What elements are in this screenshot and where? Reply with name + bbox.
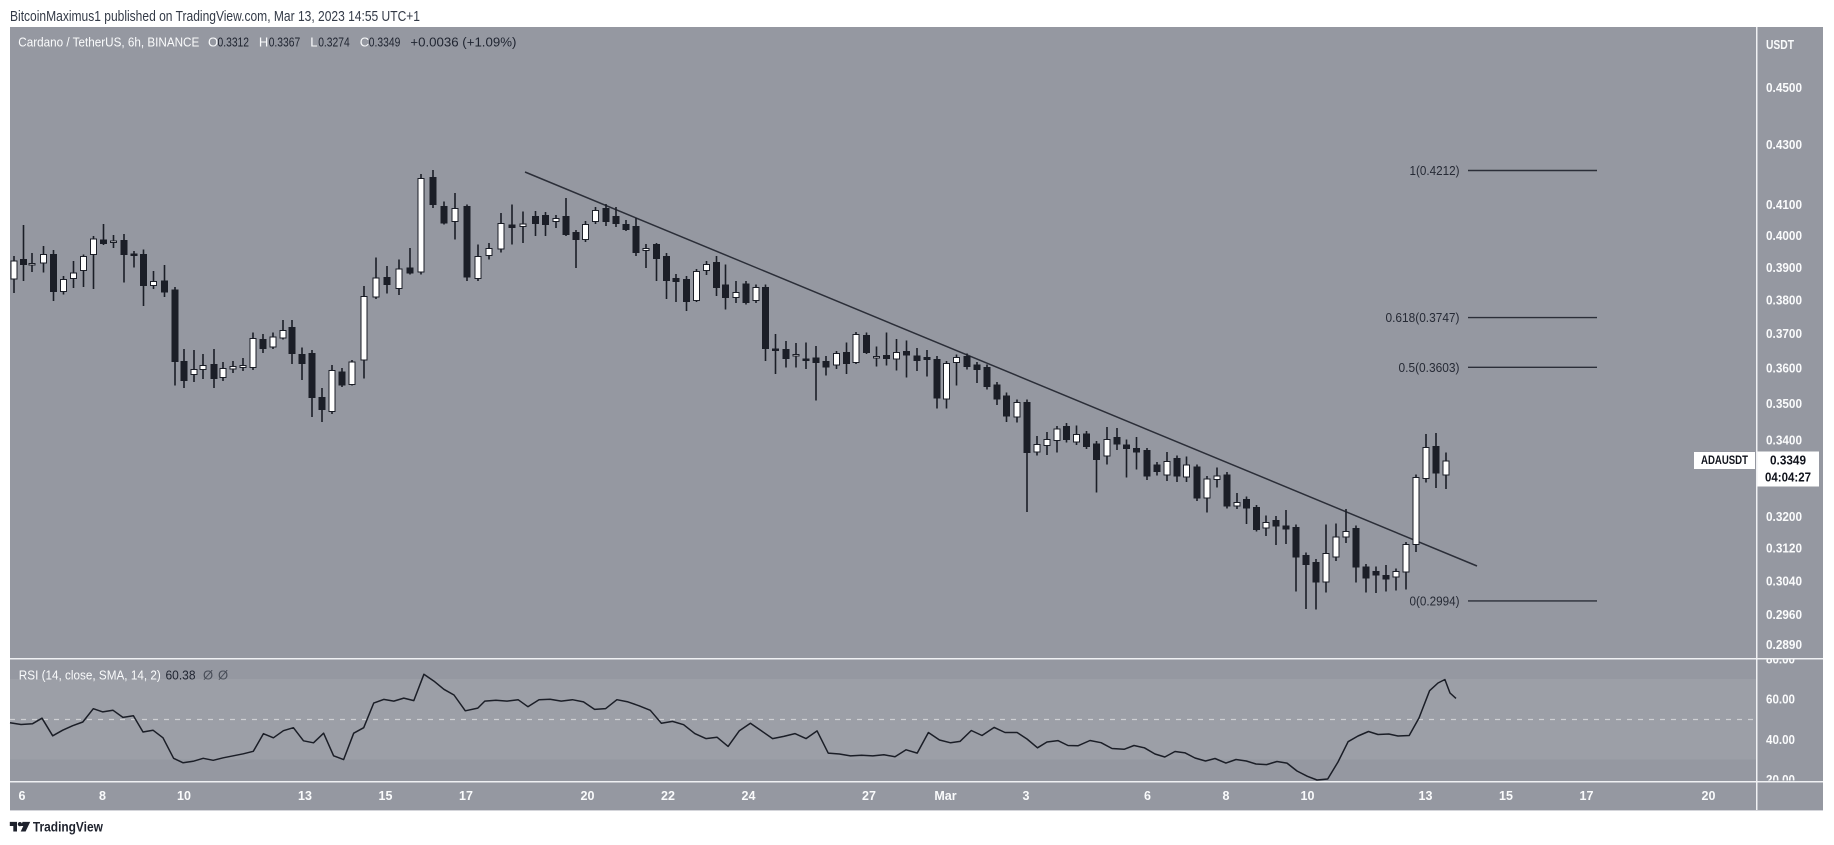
svg-text:0.3349: 0.3349	[1770, 454, 1806, 468]
svg-text:H: H	[259, 35, 268, 50]
svg-text:15: 15	[1499, 789, 1513, 803]
svg-text:80.00: 80.00	[1766, 653, 1795, 667]
svg-text:10: 10	[177, 789, 191, 803]
svg-text:O: O	[208, 35, 218, 50]
svg-text:17: 17	[459, 789, 473, 803]
svg-text:8: 8	[99, 789, 106, 803]
svg-text:10: 10	[1301, 789, 1315, 803]
svg-text:1(0.4212): 1(0.4212)	[1410, 164, 1460, 178]
svg-text:Cardano / TetherUS, 6h, BINANC: Cardano / TetherUS, 6h, BINANCE	[18, 35, 199, 50]
svg-text:22: 22	[661, 789, 675, 803]
svg-text:0.3400: 0.3400	[1766, 434, 1802, 448]
svg-text:0.3200: 0.3200	[1766, 510, 1802, 524]
svg-text:0.618(0.3747): 0.618(0.3747)	[1386, 311, 1460, 325]
svg-text:0.2890: 0.2890	[1766, 638, 1802, 652]
svg-text:C: C	[360, 35, 369, 50]
svg-text:17: 17	[1580, 789, 1594, 803]
svg-text:0.3700: 0.3700	[1766, 327, 1802, 341]
svg-text:L: L	[310, 35, 317, 50]
svg-text:20: 20	[1702, 789, 1716, 803]
svg-text:13: 13	[298, 789, 312, 803]
svg-text:TradingView: TradingView	[33, 820, 103, 835]
svg-text:60.38: 60.38	[166, 668, 196, 683]
svg-text:0.4500: 0.4500	[1766, 81, 1802, 95]
svg-text:13: 13	[1419, 789, 1433, 803]
svg-text:40.00: 40.00	[1766, 733, 1795, 747]
svg-text:0.3120: 0.3120	[1766, 542, 1802, 556]
svg-text:0.3274: 0.3274	[318, 35, 350, 50]
svg-text:BitcoinMaximus1 published on T: BitcoinMaximus1 published on TradingView…	[10, 8, 420, 25]
svg-text:6: 6	[1144, 789, 1151, 803]
svg-text:0.3600: 0.3600	[1766, 362, 1802, 376]
svg-text:Mar: Mar	[934, 789, 956, 803]
svg-text:USDT: USDT	[1766, 38, 1794, 52]
svg-text:15: 15	[379, 789, 393, 803]
svg-text:RSI (14, close, SMA, 14, 2): RSI (14, close, SMA, 14, 2)	[19, 668, 161, 683]
svg-text:0(0.2994): 0(0.2994)	[1410, 594, 1460, 608]
svg-text:0.3312: 0.3312	[218, 35, 250, 50]
svg-text:3: 3	[1023, 789, 1030, 803]
svg-text:0.3800: 0.3800	[1766, 294, 1802, 308]
svg-text:Ø: Ø	[203, 668, 213, 683]
svg-text:0.3500: 0.3500	[1766, 397, 1802, 411]
svg-text:0.2960: 0.2960	[1766, 608, 1802, 622]
svg-text:60.00: 60.00	[1766, 693, 1795, 707]
svg-text:20: 20	[581, 789, 595, 803]
svg-text:20.00: 20.00	[1766, 773, 1795, 787]
svg-text:27: 27	[862, 789, 876, 803]
svg-text:0.3367: 0.3367	[269, 35, 301, 50]
svg-text:ADAUSDT: ADAUSDT	[1701, 455, 1748, 467]
svg-text:24: 24	[742, 789, 756, 803]
svg-text:0.4100: 0.4100	[1766, 198, 1802, 212]
svg-text:0.4000: 0.4000	[1766, 229, 1802, 243]
svg-text:0.3040: 0.3040	[1766, 574, 1802, 588]
svg-text:6: 6	[19, 789, 26, 803]
svg-text:0.3900: 0.3900	[1766, 261, 1802, 275]
svg-text:04:04:27: 04:04:27	[1765, 471, 1811, 485]
svg-text:+0.0036 (+1.09%): +0.0036 (+1.09%)	[410, 35, 516, 50]
svg-text:Ø: Ø	[218, 668, 228, 683]
svg-text:8: 8	[1223, 789, 1230, 803]
svg-text:0.5(0.3603): 0.5(0.3603)	[1399, 361, 1460, 375]
svg-text:0.3349: 0.3349	[369, 35, 401, 50]
svg-text:0.4300: 0.4300	[1766, 138, 1802, 152]
